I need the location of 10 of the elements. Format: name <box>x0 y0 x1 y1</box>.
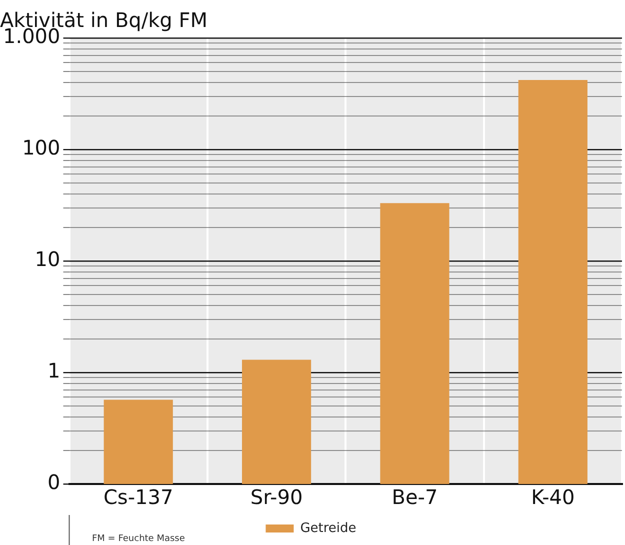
x-tick-label: Sr-90 <box>250 485 303 510</box>
y-tick-label: 0 <box>48 470 60 494</box>
y-tick-label: 10 <box>34 247 60 272</box>
x-tick-label: Cs-137 <box>103 485 174 510</box>
legend-label: Getreide <box>300 520 356 536</box>
text: FM = Feuchte Masse <box>92 534 186 544</box>
y-tick-label: 100 <box>22 136 60 160</box>
y-tick-label: 1 <box>48 358 60 383</box>
x-tick-label: Be-7 <box>392 485 438 510</box>
x-tick-label: K-40 <box>531 485 575 510</box>
